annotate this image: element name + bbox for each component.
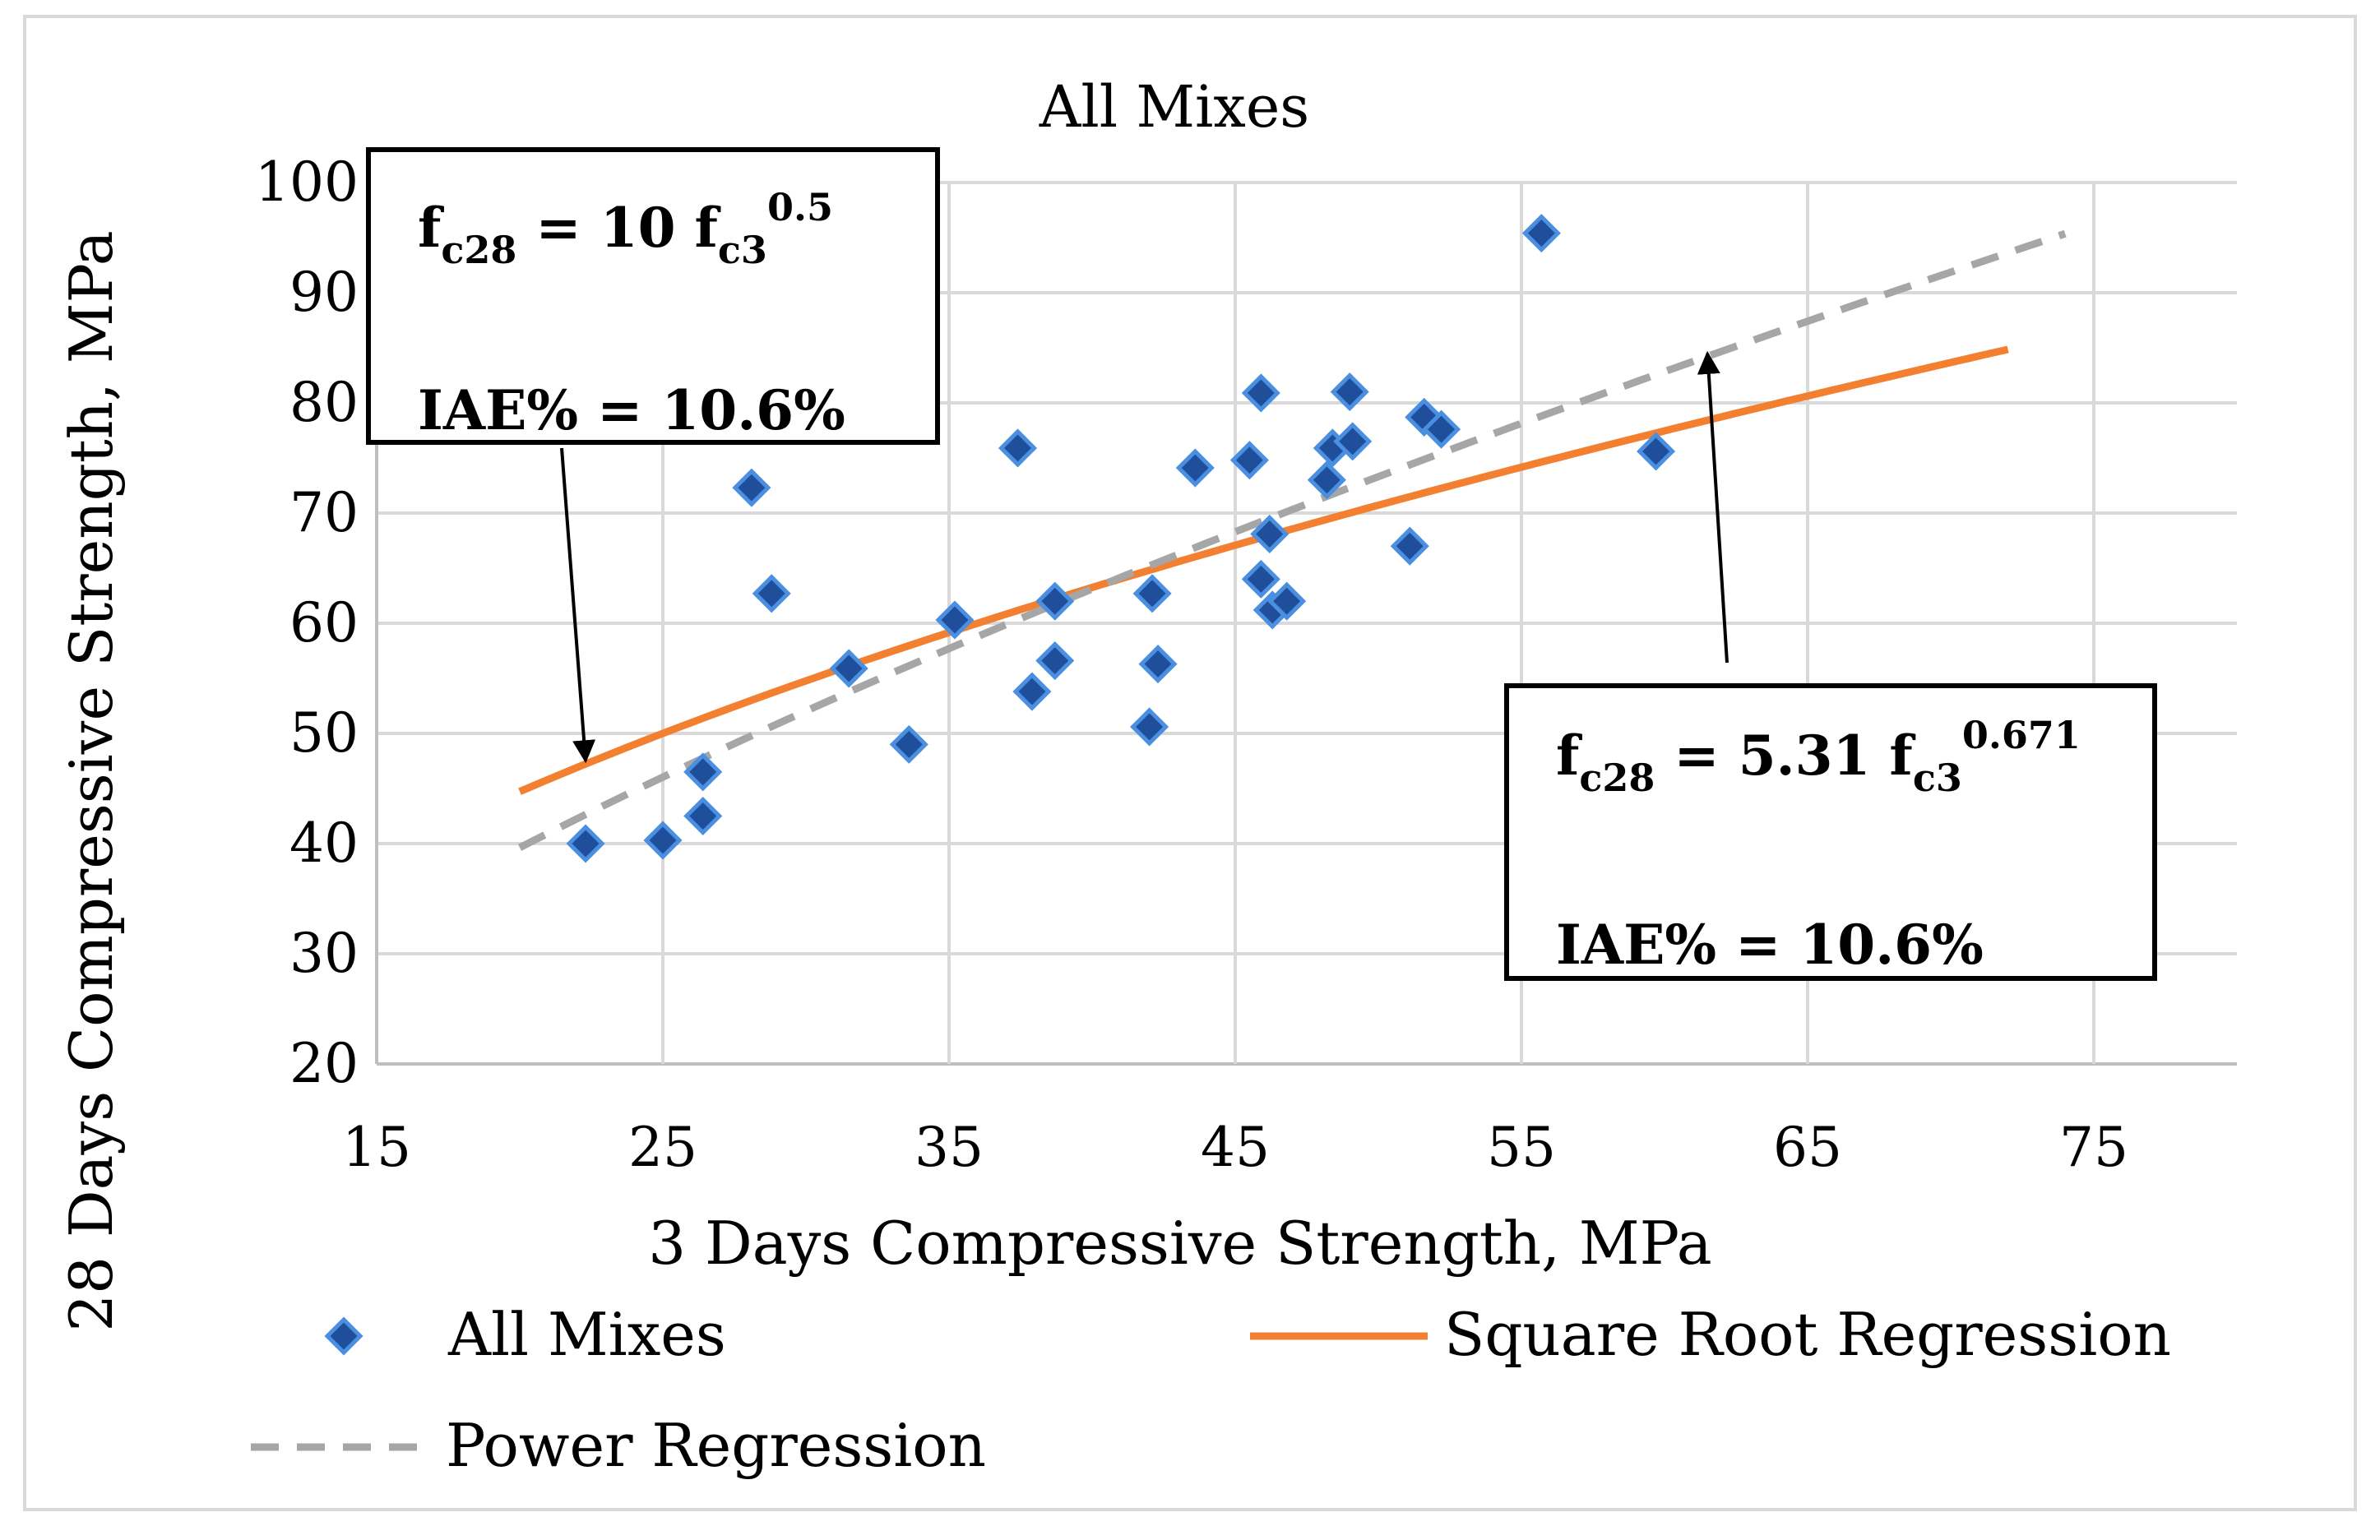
- data-point: [1307, 460, 1346, 500]
- data-point: [1035, 641, 1075, 681]
- axis-ticks: 20 30 40 50 60 70 80 90 100 15 25 35 45 55 65 75: [255, 150, 2128, 1179]
- data-point: [1241, 373, 1280, 413]
- data-point: [1333, 422, 1373, 461]
- legend: All Mixes Square Root Regression Power Reg…: [251, 1300, 2171, 1480]
- data-point: [1132, 574, 1172, 613]
- data-point: [566, 824, 605, 863]
- annotation-equation-right: fc28 = 5.31 fc30.671: [1556, 713, 2081, 800]
- data-point: [1241, 559, 1280, 599]
- y-tick-label: 80: [289, 371, 359, 434]
- scatter-points: [566, 214, 1676, 863]
- data-point: [1130, 707, 1169, 747]
- y-tick-label: 100: [255, 150, 359, 214]
- x-axis-label: 3 Days Compressive Strength, MPa: [648, 1209, 1711, 1278]
- data-point: [1422, 409, 1461, 449]
- y-axis-label: 28 Days Compressive Strength, MPa: [57, 230, 126, 1331]
- data-point: [1330, 372, 1369, 412]
- data-point: [1521, 214, 1561, 253]
- data-point: [732, 468, 771, 507]
- x-tick-label: 15: [342, 1116, 411, 1179]
- annotation-equation-left: fc28 = 10 fc30.5: [418, 185, 833, 272]
- data-point: [889, 724, 928, 764]
- data-point: [683, 752, 723, 792]
- data-point: [1267, 581, 1307, 621]
- data-point: [1012, 672, 1052, 711]
- annotations: fc28 = 10 fc30.5 IAE% = 10.6% fc28 = 5.31 …: [366, 147, 2157, 981]
- x-tick-label: 25: [628, 1116, 697, 1179]
- legend-label-square-root: Square Root Regression: [1444, 1300, 2171, 1369]
- annotation-iae-right: IAE% = 10.6%: [1556, 913, 1984, 977]
- data-point: [1138, 645, 1178, 684]
- power-regression-line: [517, 229, 2067, 851]
- data-point: [998, 428, 1038, 468]
- data-point: [1229, 441, 1269, 480]
- y-tick-label: 30: [289, 922, 359, 985]
- legend-label-power: Power Regression: [446, 1411, 986, 1480]
- data-point: [829, 649, 868, 688]
- x-tick-label: 45: [1201, 1116, 1270, 1179]
- data-point: [935, 600, 975, 640]
- data-point: [1637, 432, 1676, 471]
- y-tick-label: 20: [289, 1032, 359, 1095]
- legend-marker-all-mixes: [324, 1316, 363, 1356]
- legend-label-all-mixes: All Mixes: [447, 1300, 726, 1369]
- annotation-iae-left: IAE% = 10.6%: [418, 378, 845, 442]
- y-tick-label: 50: [289, 701, 359, 765]
- y-tick-label: 60: [289, 591, 359, 654]
- x-tick-label: 55: [1487, 1116, 1556, 1179]
- data-point: [1390, 526, 1429, 566]
- annotation-box-right: [1504, 683, 2157, 981]
- data-point: [752, 574, 791, 613]
- data-point: [1175, 448, 1215, 488]
- y-tick-label: 90: [289, 261, 359, 324]
- chart-title: All Mixes: [1039, 73, 1309, 141]
- data-point: [643, 821, 683, 860]
- annotation-arrow-right: [1697, 350, 1729, 664]
- x-tick-label: 35: [914, 1116, 984, 1179]
- annotation-arrow-left: [560, 447, 596, 764]
- data-point: [1250, 514, 1290, 553]
- x-tick-label: 75: [2059, 1116, 2128, 1179]
- annotation-box-left: [366, 147, 940, 445]
- y-tick-label: 40: [289, 812, 359, 875]
- y-tick-label: 70: [289, 481, 359, 544]
- data-point: [1035, 581, 1075, 621]
- x-tick-label: 65: [1773, 1116, 1842, 1179]
- data-point: [683, 796, 723, 836]
